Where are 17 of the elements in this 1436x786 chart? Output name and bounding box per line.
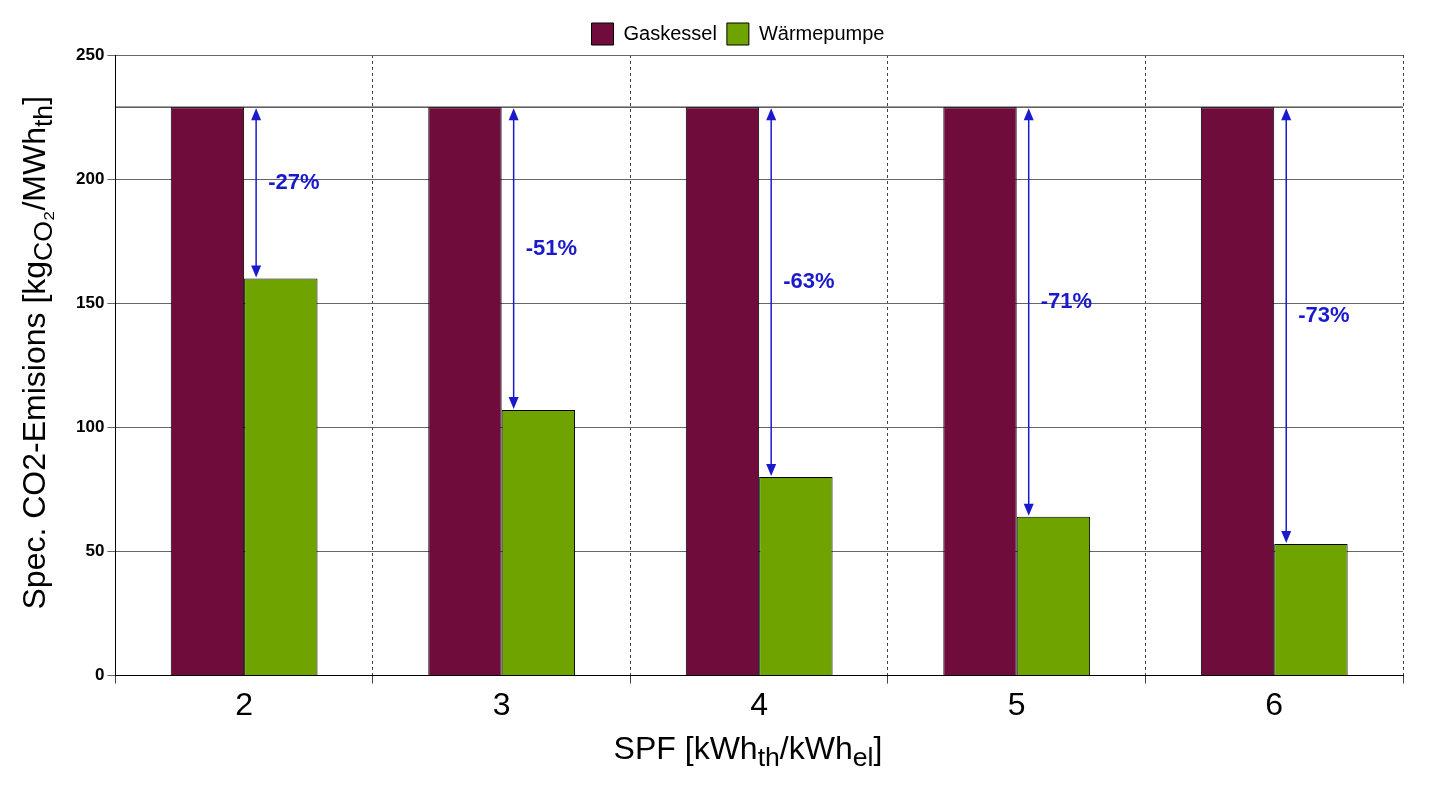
x-tick-label: 3 xyxy=(492,685,511,722)
x-tick-label: 4 xyxy=(750,685,769,722)
annotation: -63% xyxy=(783,268,835,294)
annotation: -51% xyxy=(525,234,578,260)
legend-label: Gaskessel xyxy=(623,21,717,44)
x-tick-label: 6 xyxy=(1265,685,1284,722)
y-tick-label: 150 xyxy=(75,292,105,312)
legend-label: Wärmepumpe xyxy=(758,21,885,44)
y-tick-label: 100 xyxy=(75,417,105,437)
x-tick-label: 5 xyxy=(1007,685,1026,722)
annotation: -73% xyxy=(1298,301,1350,327)
x-tick-label: 2 xyxy=(235,685,254,722)
x-axis-title: SPF [kWh$_{th}$/kWh$_{el}$] xyxy=(612,730,884,774)
y-tick-label: 0 xyxy=(94,665,105,685)
y-tick-label: 50 xyxy=(85,541,105,561)
y-tick-label: 250 xyxy=(75,44,105,64)
y-tick-label: 200 xyxy=(75,168,105,188)
